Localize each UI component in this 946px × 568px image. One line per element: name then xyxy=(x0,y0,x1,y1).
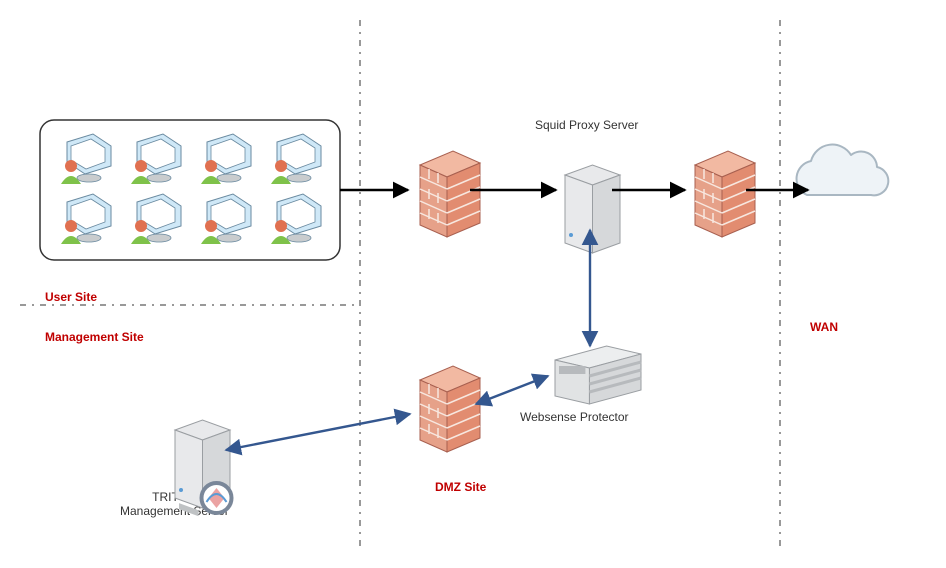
cloud-icon xyxy=(797,145,889,196)
firewall-icon xyxy=(420,151,480,237)
firewall-icon xyxy=(695,151,755,237)
flow-arrow xyxy=(476,376,548,404)
firewall-icon xyxy=(420,366,480,452)
diagram-svg xyxy=(0,0,946,568)
flow-arrow xyxy=(226,414,410,450)
server-icon xyxy=(175,420,232,516)
appliance-icon xyxy=(555,346,641,404)
diagram-canvas: User Site Management Site DMZ Site WAN S… xyxy=(0,0,946,568)
